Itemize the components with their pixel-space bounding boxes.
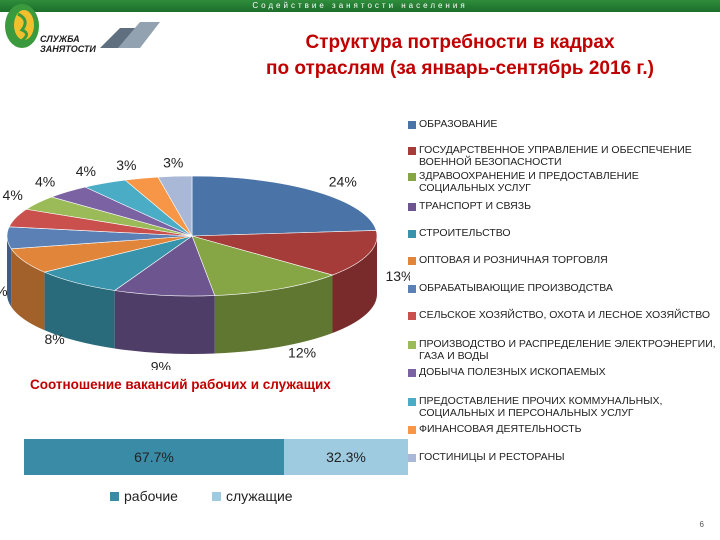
bar-legend-item: рабочие [110,488,178,504]
legend-swatch [408,173,416,181]
legend-label: ДОБЫЧА ПОЛЕЗНЫХ ИСКОПАЕМЫХ [419,366,606,378]
legend-item: ОБРАЗОВАНИЕ [406,118,716,130]
pie-data-label: 4% [35,173,55,189]
pie-slice-side [332,236,377,334]
page-number: 6 [699,520,704,529]
legend-label: ГОСУДАРСТВЕННОЕ УПРАВЛЕНИЕ И ОБЕСПЕЧЕНИЕ… [419,144,692,168]
legend-label: ГОСТИНИЦЫ И РЕСТОРАНЫ [419,451,565,463]
legend-item: ТРАНСПОРТ И СВЯЗЬ [406,200,716,212]
legend-item: СТРОИТЕЛЬСТВО [406,227,716,239]
pie-slice-side [11,248,45,331]
pie-data-label: 24% [329,173,357,189]
top-bar: Содействие занятости населения [0,0,720,12]
bar-legend-swatch [211,491,221,501]
logo [5,4,160,48]
pie-data-label: 3% [116,157,136,173]
legend-item: ОПТОВАЯ И РОЗНИЧНАЯ ТОРГОВЛЯ [406,254,716,266]
legend-label: ФИНАНСОВАЯ ДЕЯТЕЛЬНОСТЬ [419,423,582,435]
legend-item: ГОСУДАРСТВЕННОЕ УПРАВЛЕНИЕ И ОБЕСПЕЧЕНИЕ… [406,144,716,168]
pie-slice [113,235,216,297]
legend-item: ПРОИЗВОДСТВО И РАСПРЕДЕЛЕНИЕ ЭЛЕКТРОЭНЕР… [406,338,716,362]
title-line-1: Структура потребности в кадрах [305,32,615,53]
pie-slice [157,175,193,238]
bar-data-label: 67.7% [134,449,174,465]
pie-chart: 24%13%12%9%8%7%6%5%4%4%4%3%3% [0,154,410,370]
pie-slice-side [44,272,115,349]
pie-data-label: 12% [288,344,316,360]
legend-swatch [408,312,416,320]
legend-label: ПРОИЗВОДСТВО И РАСПРЕДЕЛЕНИЕ ЭЛЕКТРОЭНЕР… [419,338,716,362]
bar-chart-title: Соотношение вакансий рабочих и служащих [30,377,331,392]
pie-data-label: 4% [3,187,23,203]
legend-item: ГОСТИНИЦЫ И РЕСТОРАНЫ [406,451,716,463]
pie-data-label: 13% [385,268,410,284]
stacked-bar: 67.7% 32.3% [24,439,408,475]
pie-data-label: 7% [0,283,8,299]
bar-legend-swatch [110,491,119,501]
pie-slice [43,235,193,291]
legend-label: ТРАНСПОРТ И СВЯЗЬ [419,200,531,212]
title-line-2: по отраслям (за январь-сентябрь 2016 г.) [265,58,655,79]
tagline: Содействие занятости населения [252,1,468,10]
legend-swatch [408,121,416,129]
legend-label: ОПТОВАЯ И РОЗНИЧНАЯ ТОРГОВЛЯ [419,254,608,266]
legend-label: ОБРАБАТЫВАЮЩИЕ ПРОИЗВОДСТВА [419,282,613,294]
pie-slice-side [214,275,333,354]
legend-swatch [408,341,416,349]
bar-legend-label: служащие [225,488,293,504]
legend-label: СЕЛЬСКОЕ ХОЗЯЙСТВО, ОХОТА И ЛЕСНОЕ ХОЗЯЙ… [419,309,711,321]
logo-text: СЛУЖБА ЗАНЯТОСТИ [40,34,96,54]
pie-slice-side [114,290,215,354]
legend-item: ОБРАБАТЫВАЮЩИЕ ПРОИЗВОДСТВА [406,282,716,294]
legend-label: СТРОИТЕЛЬСТВО [419,227,511,239]
page-title: Структура потребности в кадрах по отрасл… [220,30,700,82]
bar-legend: рабочие служащие [110,488,293,504]
legend-item: СЕЛЬСКОЕ ХОЗЯЙСТВО, ОХОТА И ЛЕСНОЕ ХОЗЯЙ… [406,309,716,321]
legend-swatch [408,454,416,462]
pie-data-label: 9% [151,358,171,370]
legend-swatch [408,426,416,434]
pie-data-label: 4% [76,163,96,179]
bar-legend-label: рабочие [124,488,178,504]
bar-segment: 32.3% [283,439,408,475]
legend-swatch [408,257,416,265]
legend-item: ФИНАНСОВАЯ ДЕЯТЕЛЬНОСТЬ [406,423,716,435]
legend-item: ДОБЫЧА ПОЛЕЗНЫХ ИСКОПАЕМЫХ [406,366,716,378]
legend-swatch [408,369,416,377]
legend-swatch [408,147,416,155]
legend-label: ЗДРАВООХРАНЕНИЕ И ПРЕДОСТАВЛЕНИЕ СОЦИАЛЬ… [419,170,639,194]
bar-legend-item: служащие [211,488,293,504]
legend-swatch [408,398,416,406]
bar-segment: 67.7% [24,439,284,475]
legend-swatch [408,285,416,293]
pie-data-label: 8% [45,331,65,347]
legend-label: ОБРАЗОВАНИЕ [419,118,498,130]
legend-swatch [408,230,416,238]
legend-swatch [408,203,416,211]
bar-data-label: 32.3% [326,449,366,465]
pie-data-label: 3% [163,154,183,170]
legend-item: ПРЕДОСТАВЛЕНИЕ ПРОЧИХ КОММУНАЛЬНЫХ, СОЦИ… [406,395,716,419]
pie-slice-side [7,236,12,307]
pie-slice [191,235,334,296]
pie-slice [191,230,378,276]
legend-item: ЗДРАВООХРАНЕНИЕ И ПРЕДОСТАВЛЕНИЕ СОЦИАЛЬ… [406,170,716,194]
pie-slice [191,175,377,237]
legend-label: ПРЕДОСТАВЛЕНИЕ ПРОЧИХ КОММУНАЛЬНЫХ, СОЦИ… [419,395,663,419]
